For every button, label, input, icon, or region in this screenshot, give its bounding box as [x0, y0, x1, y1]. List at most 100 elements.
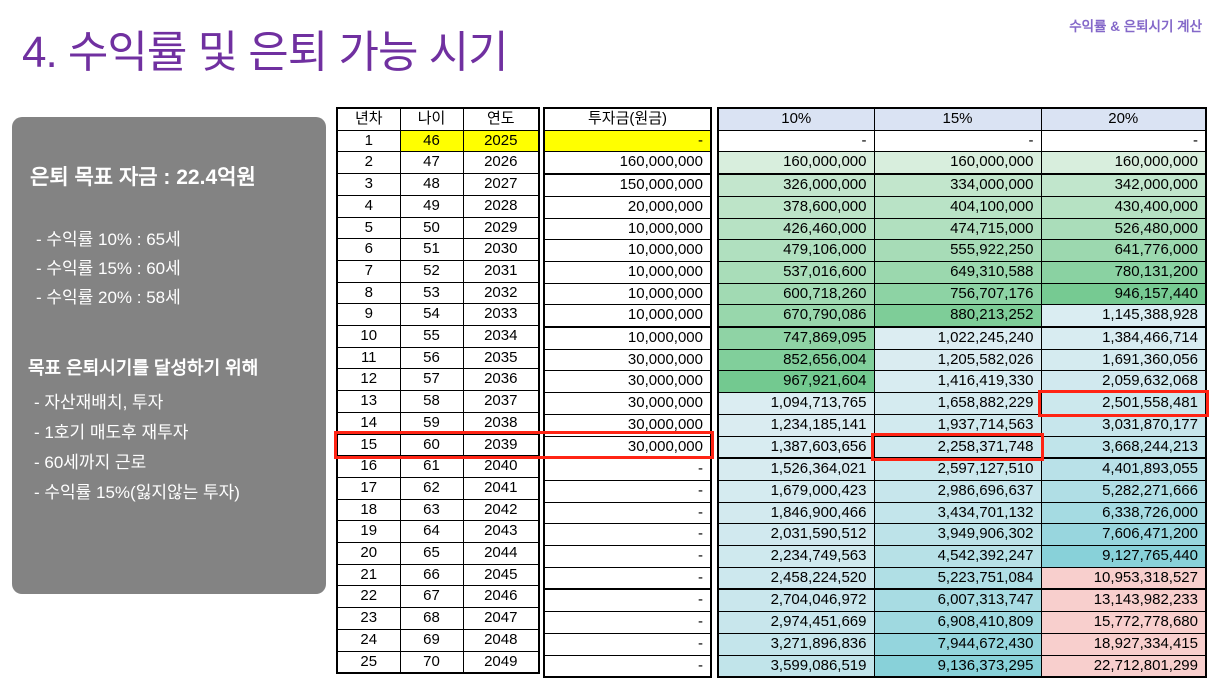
- col-header-rate-10: 10%: [717, 107, 875, 131]
- cell-age: 46: [399, 129, 464, 153]
- col-header-age: 나이: [399, 107, 464, 131]
- cell-year-index: 16: [336, 455, 401, 478]
- cell-year-index: 24: [336, 628, 401, 652]
- table-row: -: [543, 523, 712, 547]
- table-row: 537,016,600 649,310,588 780,131,200: [717, 260, 1207, 284]
- cell-year: 2031: [462, 259, 540, 283]
- table-row: 10 55 2034: [336, 325, 540, 348]
- table-row: -: [543, 501, 712, 525]
- cell-principal: 30,000,000: [543, 435, 712, 460]
- cell-principal: 10,000,000: [543, 282, 712, 306]
- cell-rate-10: 1,679,000,423: [717, 479, 875, 503]
- table-row: 10,000,000: [543, 260, 712, 284]
- table-header-row: 년차 나이 연도: [336, 107, 540, 131]
- table-row: 747,869,095 1,022,245,240 1,384,466,714: [717, 326, 1207, 350]
- cell-year-index: 15: [336, 433, 401, 457]
- table-row: 1,094,713,765 1,658,882,229 2,501,558,481: [717, 392, 1207, 415]
- cell-year-index: 22: [336, 585, 401, 609]
- cell-rate-20: 526,480,000: [1040, 217, 1207, 241]
- cell-year: 2028: [462, 194, 540, 218]
- cell-rate-10: 2,704,046,972: [717, 588, 875, 613]
- cell-rate-20: 13,143,982,233: [1040, 588, 1207, 613]
- table-row: 30,000,000: [543, 348, 712, 372]
- cell-rate-20: 946,157,440: [1040, 282, 1207, 306]
- cell-principal: 30,000,000: [543, 370, 712, 394]
- table-row: 6 51 2030: [336, 238, 540, 261]
- table-row: 2 47 2026: [336, 151, 540, 175]
- cell-age: 62: [399, 476, 464, 500]
- page-title: 4. 수익률 및 은퇴 가능 시기: [22, 28, 509, 77]
- table-row: 600,718,260 756,707,176 946,157,440: [717, 282, 1207, 306]
- cell-principal: 30,000,000: [543, 348, 712, 372]
- table-row: 967,921,604 1,416,419,330 2,059,632,068: [717, 370, 1207, 394]
- cell-year-index: 5: [336, 216, 401, 240]
- cell-year: 2033: [462, 303, 540, 327]
- table-row: -: [543, 479, 712, 503]
- cell-year-index: 3: [336, 173, 401, 196]
- cell-rate-10: 747,869,095: [717, 326, 875, 350]
- table-row: 10,000,000: [543, 326, 712, 350]
- cell-rate-10: 967,921,604: [717, 370, 875, 394]
- table-row: 1,526,364,021 2,597,127,510 4,401,893,055: [717, 457, 1207, 481]
- cell-year-index: 21: [336, 563, 401, 587]
- cell-principal: -: [543, 523, 712, 547]
- cell-principal: -: [543, 566, 712, 591]
- col-header-rate-20: 20%: [1040, 107, 1207, 131]
- cell-rate-15: 1,205,582,026: [873, 348, 1042, 372]
- cell-year: 2037: [462, 390, 540, 413]
- table-row: 4 49 2028: [336, 194, 540, 218]
- cell-rate-15: 4,542,392,247: [873, 545, 1042, 568]
- cell-age: 53: [399, 281, 464, 305]
- cell-rate-15: 1,937,714,563: [873, 413, 1042, 437]
- cell-year: 2049: [462, 650, 540, 674]
- cell-principal: -: [543, 654, 712, 678]
- cell-rate-20: 22,712,801,299: [1040, 654, 1207, 678]
- goal-line: - 수익률 15% : 60세: [36, 259, 181, 278]
- cell-principal: -: [543, 611, 712, 634]
- table-row: 10,000,000: [543, 239, 712, 262]
- cell-principal: 10,000,000: [543, 304, 712, 329]
- cell-rate-10: 670,790,086: [717, 304, 875, 329]
- cell-age: 67: [399, 585, 464, 609]
- goal-line: - 수익률 10% : 65세: [36, 230, 181, 249]
- table-row: ---: [717, 129, 1207, 153]
- cell-principal: -: [543, 632, 712, 656]
- table-row: 1 46 2025: [336, 129, 540, 153]
- cell-year: 2025: [462, 129, 540, 153]
- cell-rate-15: 6,908,410,809: [873, 611, 1042, 634]
- cell-principal: -: [543, 501, 712, 525]
- cell-rate-10: 852,656,004: [717, 348, 875, 372]
- cell-year-index: 13: [336, 390, 401, 413]
- cell-principal: 160,000,000: [543, 151, 712, 176]
- cell-rate-15: 2,597,127,510: [873, 457, 1042, 481]
- cell-rate-10: 326,000,000: [717, 173, 875, 197]
- cell-principal: 10,000,000: [543, 217, 712, 241]
- cell-rate-20: 160,000,000: [1040, 151, 1207, 176]
- cell-rate-20: 641,776,000: [1040, 239, 1207, 262]
- cell-rate-15: 2,258,371,748: [873, 435, 1042, 460]
- cell-rate-10: 426,460,000: [717, 217, 875, 241]
- cell-year: 2026: [462, 151, 540, 175]
- cell-principal: 10,000,000: [543, 326, 712, 350]
- cell-rate-10: 1,234,185,141: [717, 413, 875, 437]
- table-row: 18 63 2042: [336, 498, 540, 522]
- year-age-table: 년차 나이 연도 1 46 2025 2 47 2026 3 48 2027 4 49 2028 5 50…: [336, 107, 540, 675]
- table-row: 7 52 2031: [336, 259, 540, 283]
- cell-year: 2034: [462, 325, 540, 348]
- table-row: 852,656,004 1,205,582,026 1,691,360,056: [717, 348, 1207, 372]
- table-row: 30,000,000: [543, 413, 712, 437]
- table-row: 2,031,590,512 3,949,906,302 7,606,471,200: [717, 523, 1207, 547]
- cell-year: 2029: [462, 216, 540, 240]
- col-header-rate-15: 15%: [873, 107, 1042, 131]
- cell-rate-20: 1,145,388,928: [1040, 304, 1207, 329]
- cell-rate-20: 2,059,632,068: [1040, 370, 1207, 394]
- cell-age: 59: [399, 411, 464, 435]
- cell-principal: 150,000,000: [543, 173, 712, 197]
- cell-rate-15: 1,658,882,229: [873, 392, 1042, 415]
- table-row: 8 53 2032: [336, 281, 540, 305]
- cell-year: 2035: [462, 346, 540, 370]
- cell-rate-15: 1,416,419,330: [873, 370, 1042, 394]
- cell-age: 56: [399, 346, 464, 370]
- cell-age: 48: [399, 173, 464, 196]
- cell-year-index: 17: [336, 476, 401, 500]
